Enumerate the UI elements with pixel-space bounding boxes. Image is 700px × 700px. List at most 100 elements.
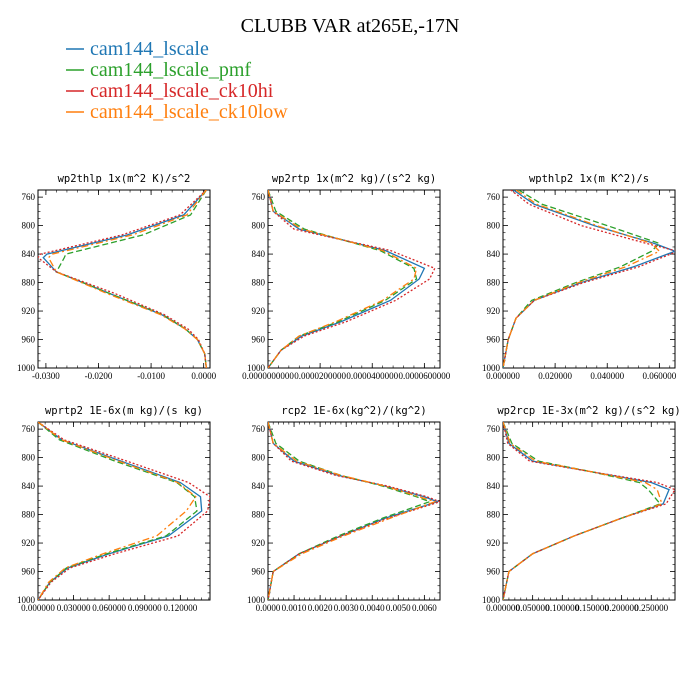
x-tick-label: 0.0010 [282, 603, 307, 613]
y-tick-label: 760 [252, 192, 266, 202]
x-tick-label: 0.120000 [163, 603, 197, 613]
y-tick-label: 1000 [17, 595, 36, 605]
y-tick-label: 840 [22, 481, 36, 491]
series-line [38, 422, 198, 600]
x-tick-label: 0.000000 [486, 603, 520, 613]
series-group [503, 422, 675, 600]
y-tick-label: 880 [252, 510, 266, 520]
x-tick-label: 0.0060 [412, 603, 437, 613]
x-tick-label: 0.0030 [334, 603, 359, 613]
x-tick-label: -0.0200 [85, 371, 113, 381]
series-group [38, 190, 207, 368]
x-tick-label: 0.0000 [191, 371, 216, 381]
x-tick-label: 0.0000600000 [398, 371, 450, 381]
series-group [268, 422, 440, 600]
x-tick-label: 0.0020 [308, 603, 333, 613]
y-tick-label: 960 [22, 567, 36, 577]
x-tick-label: 0.000000 [486, 371, 520, 381]
chart-panel: wpthlp2 1x(m K^2)/s 760 800 840 880 920 960 100… [482, 173, 677, 381]
y-tick-label: 960 [252, 335, 266, 345]
series-line [503, 190, 661, 368]
x-tick-label: 0.0000400000 [346, 371, 398, 381]
x-tick-label: 0.150000 [575, 603, 609, 613]
legend-label: cam144_lscale_ck10hi [90, 80, 274, 102]
series-line [38, 422, 197, 600]
chart-panel: wp2thlp 1x(m^2 K)/s^2 760 800 840 880 920 960 1… [17, 173, 217, 381]
y-tick-label: 840 [487, 249, 501, 259]
plot-frame [267, 421, 441, 601]
y-tick-label: 920 [252, 306, 266, 316]
x-tick-label: 0.0000 [256, 603, 281, 613]
y-tick-label: 960 [22, 335, 36, 345]
series-line [268, 190, 426, 368]
y-tick-label: 1000 [247, 363, 266, 373]
x-tick-label: 0.020000 [538, 371, 572, 381]
x-tick-label: 0.000000 [21, 603, 55, 613]
y-tick-label: 840 [487, 481, 501, 491]
y-tick-label: 840 [22, 249, 36, 259]
y-tick-label: 920 [487, 306, 501, 316]
series-line [268, 422, 440, 600]
chart-panel: wp2rtp 1x(m^2 kg)/(s^2 kg) 760 800 840 880 92… [242, 173, 451, 381]
y-tick-label: 880 [487, 278, 501, 288]
x-tick-label: 0.050000 [516, 603, 550, 613]
y-tick-label: 800 [22, 453, 36, 463]
series-line [503, 190, 675, 368]
panel-grid: wp2thlp 1x(m^2 K)/s^2 760 800 840 880 920 960 1… [17, 173, 681, 613]
x-tick-label: 0.0050 [386, 603, 411, 613]
x-tick-label: 0.030000 [57, 603, 91, 613]
y-tick-label: 920 [252, 538, 266, 548]
plot-frame [502, 189, 676, 369]
x-tick-label: 0.250000 [634, 603, 668, 613]
plot-frame [37, 421, 211, 601]
legend-label: cam144_lscale_pmf [90, 59, 251, 81]
series-group [268, 190, 436, 368]
y-tick-label: 760 [252, 424, 266, 434]
x-tick-label: 0.0040 [360, 603, 385, 613]
legend-label: cam144_lscale_ck10low [90, 101, 288, 123]
y-tick-label: 920 [22, 306, 36, 316]
series-group [503, 190, 675, 368]
x-tick-label: 0.040000 [590, 371, 624, 381]
series-line [503, 190, 675, 368]
panel-title: wp2rcp 1E-3x(m^2 kg)/(s^2 kg) [497, 405, 680, 417]
x-tick-label: -0.0300 [32, 371, 60, 381]
y-tick-label: 920 [22, 538, 36, 548]
series-line [268, 190, 418, 368]
x-tick-label: 0.060000 [92, 603, 126, 613]
y-tick-label: 960 [487, 335, 501, 345]
chart-panel: rcp2 1E-6x(kg^2)/(kg^2) 760 800 840 880 920 96… [247, 405, 441, 613]
x-tick-label: 0.0000000000 [242, 371, 294, 381]
y-tick-label: 880 [252, 278, 266, 288]
panel-title: wp2thlp 1x(m^2 K)/s^2 [58, 173, 191, 185]
legend: cam144_lscalecam144_lscale_pmfcam144_lsc… [66, 38, 288, 123]
x-tick-label: 0.100000 [545, 603, 579, 613]
y-tick-label: 760 [487, 192, 501, 202]
series-line [268, 190, 436, 368]
y-tick-label: 880 [22, 510, 36, 520]
series-line [38, 190, 207, 368]
y-tick-label: 800 [22, 221, 36, 231]
y-tick-label: 800 [252, 453, 266, 463]
panel-title: wpthlp2 1x(m K^2)/s [529, 173, 649, 185]
x-tick-label: 0.0000200000 [294, 371, 346, 381]
series-line [268, 422, 440, 600]
series-line [268, 190, 418, 368]
panel-title: rcp2 1E-6x(kg^2)/(kg^2) [281, 405, 426, 417]
y-tick-label: 1000 [482, 595, 501, 605]
x-tick-label: -0.0100 [137, 371, 165, 381]
y-tick-label: 840 [252, 481, 266, 491]
series-line [503, 422, 662, 600]
x-tick-label: 0.090000 [128, 603, 162, 613]
plot-frame [502, 421, 676, 601]
series-line [38, 422, 203, 600]
x-tick-label: 0.060000 [642, 371, 676, 381]
series-line [268, 422, 432, 600]
series-line [503, 422, 663, 600]
y-tick-label: 960 [252, 567, 266, 577]
y-tick-label: 1000 [17, 363, 36, 373]
y-tick-label: 800 [487, 221, 501, 231]
y-tick-label: 1000 [482, 363, 501, 373]
series-line [38, 422, 210, 600]
